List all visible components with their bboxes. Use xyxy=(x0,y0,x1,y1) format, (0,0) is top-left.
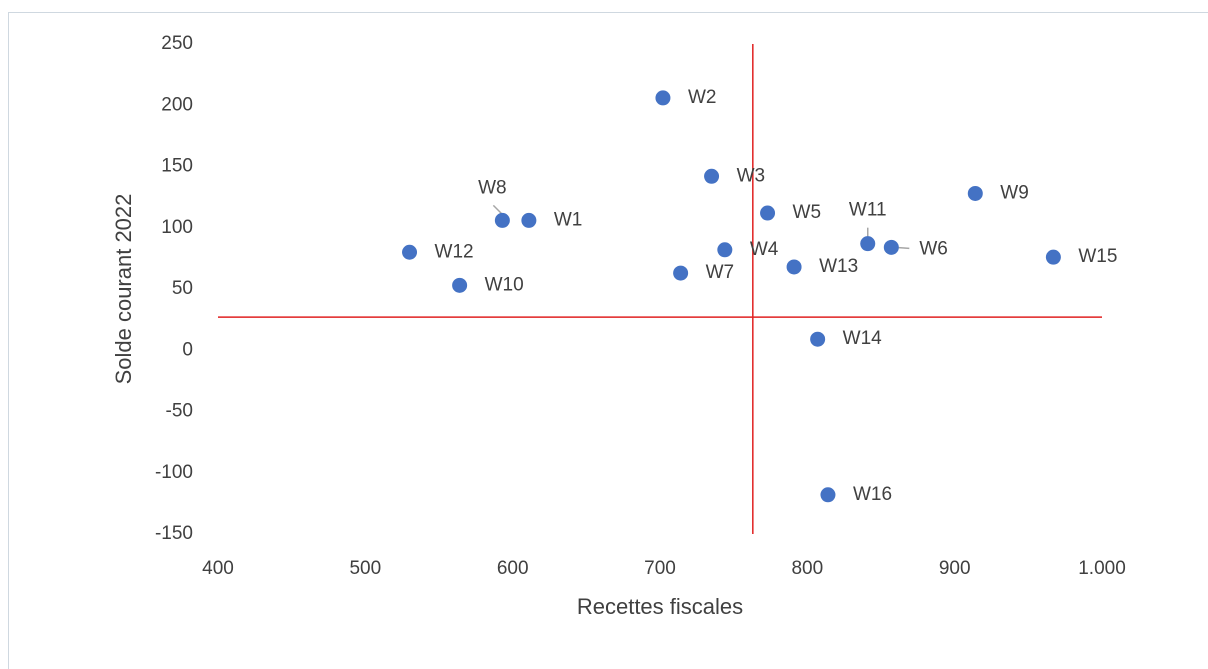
point-label: W14 xyxy=(843,328,883,349)
point-label: W2 xyxy=(688,87,717,108)
point-label: W9 xyxy=(1000,182,1029,203)
point-label: W16 xyxy=(853,484,892,505)
point xyxy=(760,205,776,221)
point xyxy=(452,277,468,293)
point-label: W10 xyxy=(485,274,524,295)
point xyxy=(860,236,876,252)
y-tick-label: -100 xyxy=(155,462,193,483)
point xyxy=(494,212,510,228)
point-label: W12 xyxy=(435,241,474,262)
point-label: W1 xyxy=(554,209,583,230)
x-tick-label: 900 xyxy=(939,558,971,579)
point-label: W4 xyxy=(750,239,779,260)
point xyxy=(883,239,899,255)
point xyxy=(820,487,836,503)
point-label: W3 xyxy=(737,165,766,186)
y-tick-label: -50 xyxy=(166,401,193,422)
y-tick-label: 100 xyxy=(161,217,193,238)
point xyxy=(521,212,537,228)
y-axis-title: Solde courant 2022 xyxy=(111,194,136,385)
point xyxy=(704,168,720,184)
leader-line xyxy=(492,204,503,215)
x-tick-label: 600 xyxy=(497,558,529,579)
y-tick-label: 50 xyxy=(172,278,193,299)
x-axis-title: Recettes fiscales xyxy=(577,594,743,619)
y-tick-label: 0 xyxy=(182,339,193,360)
y-tick-label: -150 xyxy=(155,523,193,544)
point xyxy=(1045,249,1061,265)
point xyxy=(717,242,733,258)
y-tick-label: 150 xyxy=(161,156,193,177)
x-tick-label: 500 xyxy=(349,558,381,579)
y-tick-label: 250 xyxy=(161,33,193,54)
point xyxy=(402,244,418,260)
point xyxy=(673,265,689,281)
point-label: W5 xyxy=(793,202,822,223)
x-tick-label: 800 xyxy=(791,558,823,579)
point-label: W6 xyxy=(919,238,948,259)
x-tick-label: 400 xyxy=(202,558,234,579)
point-label: W11 xyxy=(849,200,887,221)
point xyxy=(655,90,671,106)
point-label: W7 xyxy=(706,262,735,283)
point xyxy=(967,185,983,201)
x-tick-label: 700 xyxy=(644,558,676,579)
point xyxy=(786,259,802,275)
point-label: W15 xyxy=(1078,246,1117,267)
point-label: W13 xyxy=(819,256,858,277)
x-tick-label: 1.000 xyxy=(1078,558,1126,579)
point xyxy=(810,331,826,347)
y-tick-label: 200 xyxy=(161,94,193,115)
chart-frame xyxy=(8,12,1208,669)
point-label: W8 xyxy=(478,177,507,198)
